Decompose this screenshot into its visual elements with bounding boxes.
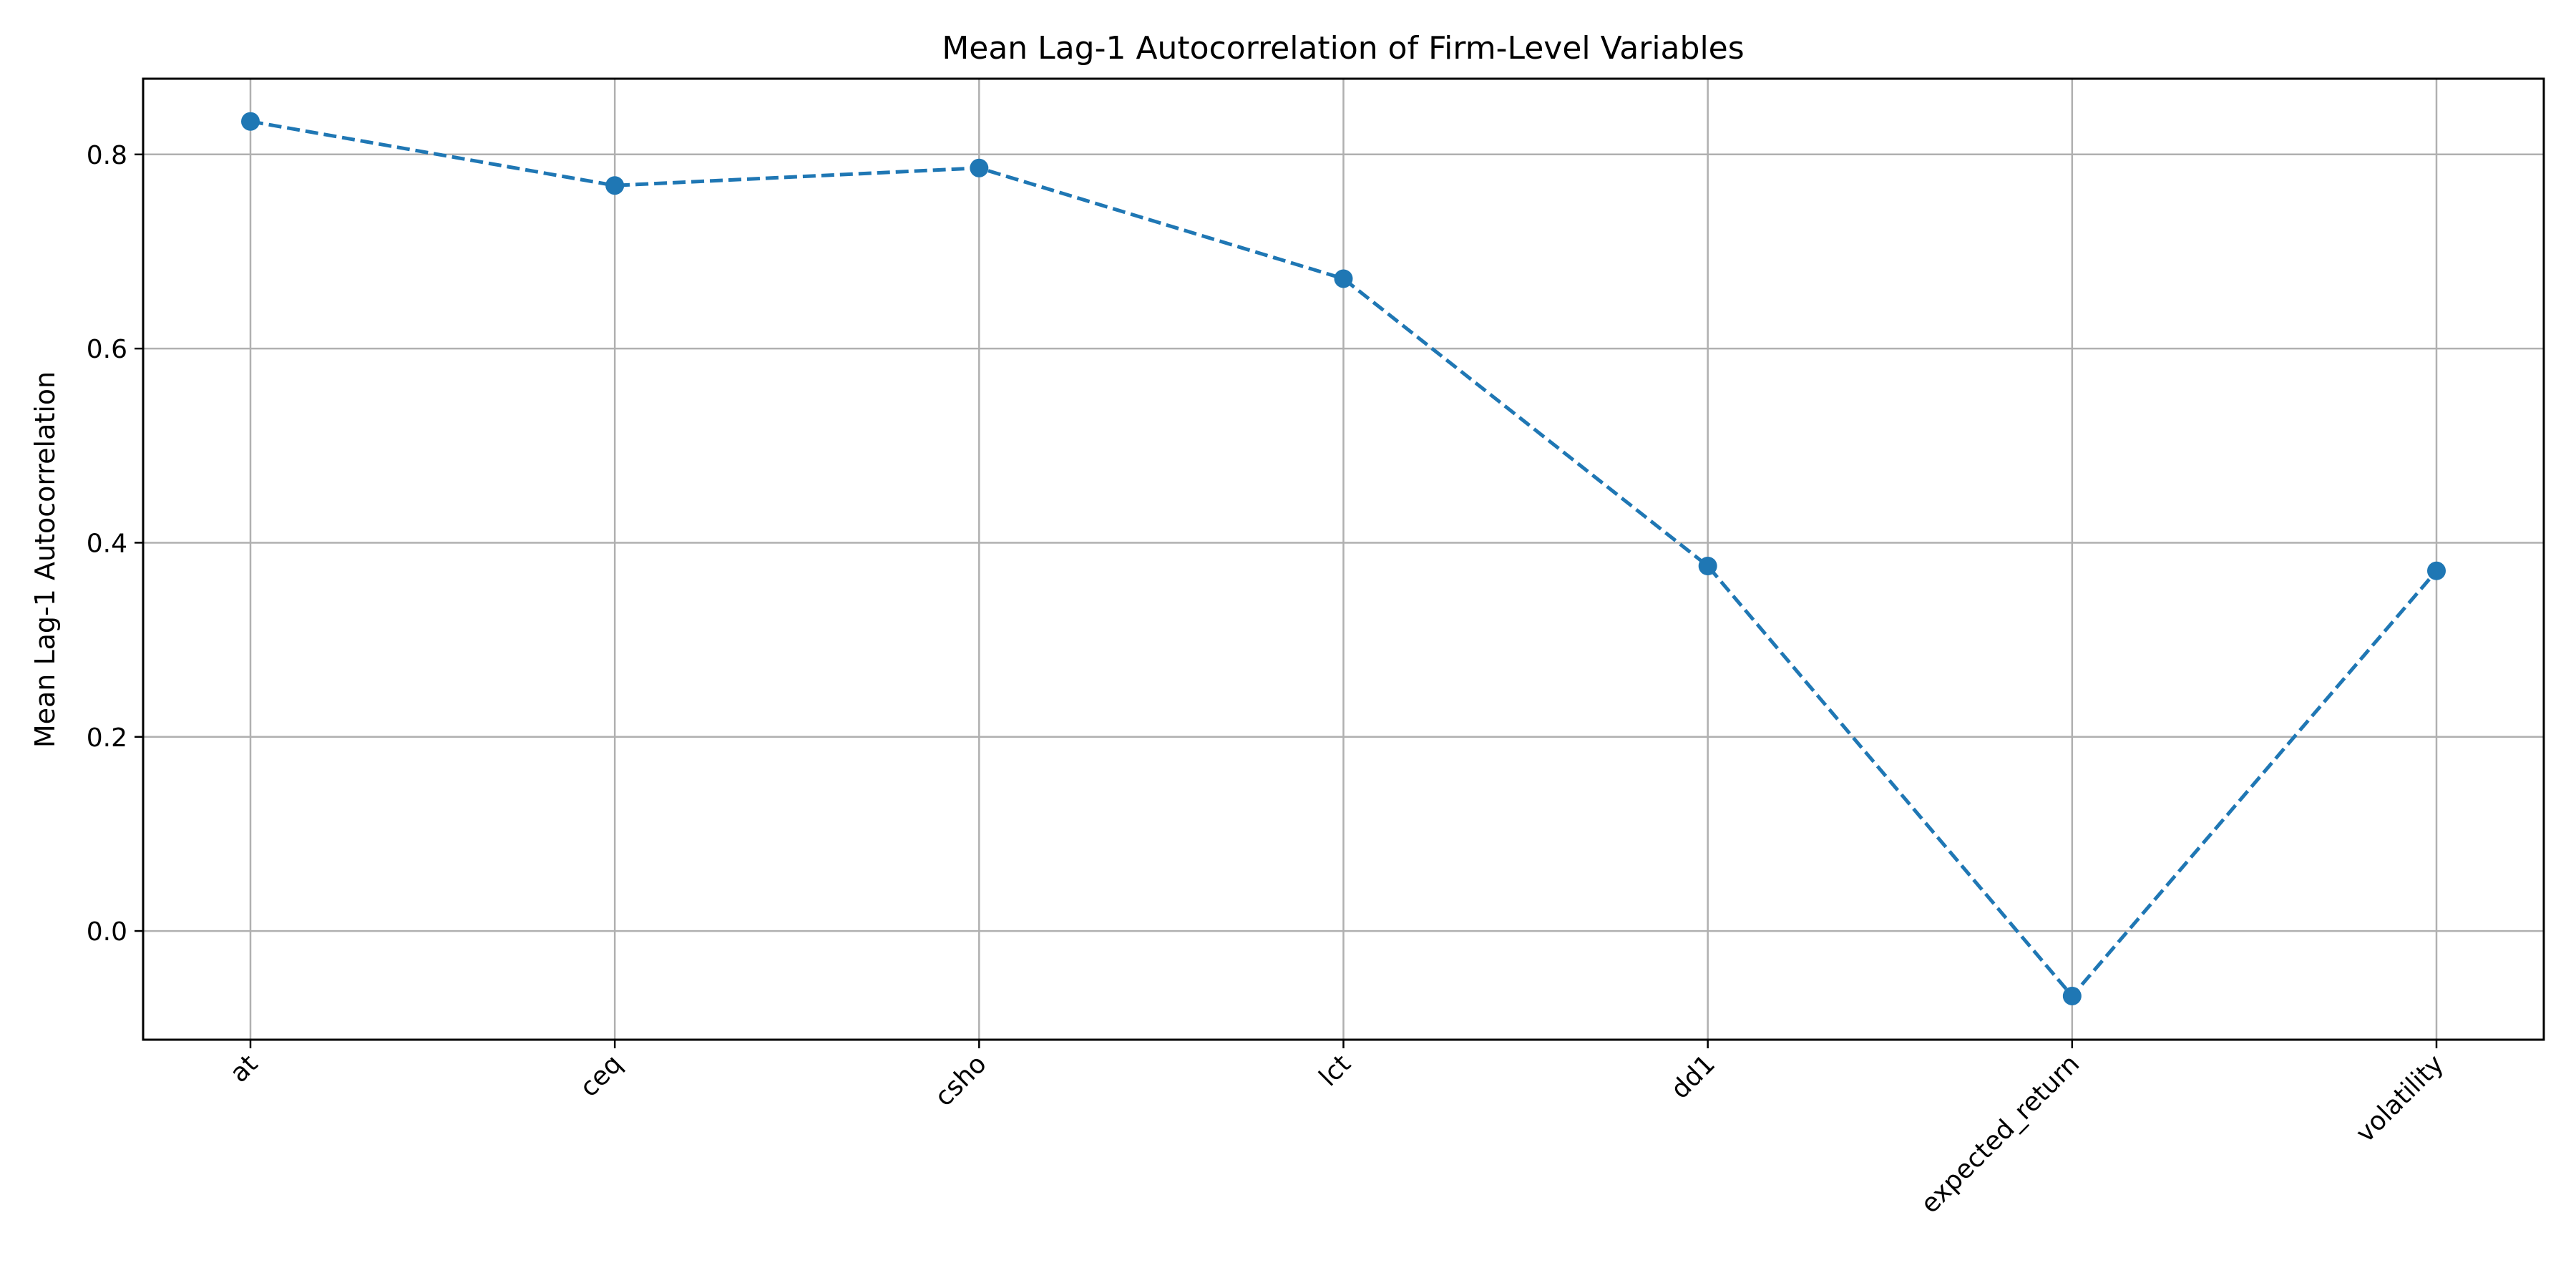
y-tick-label: 0.0 xyxy=(87,917,127,947)
grid xyxy=(143,79,2544,1040)
data-point xyxy=(1698,556,1717,575)
y-axis: 0.0 0.2 0.4 0.6 0.8 xyxy=(87,141,143,947)
data-point xyxy=(1334,269,1353,288)
x-tick-label: lct xyxy=(1314,1049,1357,1092)
y-tick-label: 0.4 xyxy=(87,529,127,558)
x-tick-label: at xyxy=(225,1049,264,1088)
y-tick-label: 0.8 xyxy=(87,141,127,170)
x-tick-label: volatility xyxy=(2351,1049,2450,1148)
series-layer xyxy=(241,112,2446,1005)
data-point xyxy=(605,176,625,195)
x-tick-label: expected_return xyxy=(1916,1049,2085,1219)
data-point xyxy=(2427,561,2446,580)
data-point xyxy=(241,112,260,131)
y-tick-label: 0.2 xyxy=(87,723,127,753)
x-axis: at ceq csho lct dd1 expected_return volatility xyxy=(225,1040,2450,1219)
y-tick-label: 0.6 xyxy=(87,335,127,364)
y-axis-label: Mean Lag-1 Autocorrelation xyxy=(29,371,61,748)
chart-title: Mean Lag-1 Autocorrelation of Firm-Level… xyxy=(942,30,1744,67)
x-tick-label: dd1 xyxy=(1666,1049,1722,1105)
x-tick-label: csho xyxy=(930,1049,992,1112)
data-point xyxy=(2062,986,2082,1005)
data-point xyxy=(970,158,989,177)
x-tick-label: ceq xyxy=(575,1049,628,1103)
